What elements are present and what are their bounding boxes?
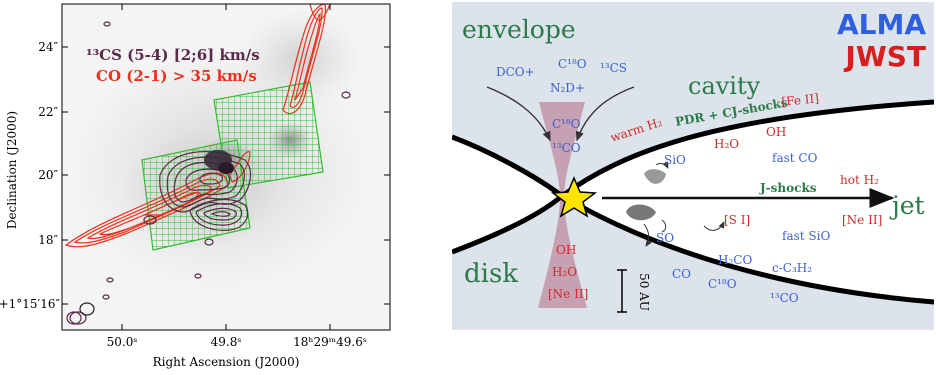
molecule-label: H₂CO — [718, 253, 752, 267]
dense-core — [204, 150, 234, 174]
ytick-label: 22″ — [38, 105, 58, 119]
molecule-label: CO — [672, 267, 691, 281]
dust-grain-left — [626, 204, 656, 221]
disk-wall-lower — [451, 194, 564, 255]
desorption-arrow-top — [655, 161, 669, 169]
desorption-arrow-so — [643, 223, 652, 247]
molecule-label: H₂O — [714, 137, 739, 151]
xtick-label: 49.8ˢ — [211, 335, 242, 349]
dust-grain-right — [661, 219, 667, 233]
axis-ticks — [62, 4, 390, 330]
scale-label: 50 AU — [637, 273, 651, 311]
molecule-label: fast SiO — [782, 229, 830, 243]
map-figure: ¹³CS (5-4) [2;6] km/s CO (2-1) > 35 km/s… — [0, 0, 400, 371]
dust-grain-top — [644, 169, 666, 184]
x-axis-label: Right Ascension (J2000) — [153, 355, 300, 369]
cavity-wall-upper — [560, 99, 935, 199]
map-svg: ¹³CS (5-4) [2;6] km/s CO (2-1) > 35 km/s… — [0, 3, 391, 369]
molecule-label: [S I] — [724, 213, 750, 227]
schematic-svg: 50 AU ALMA JWST envelope cavity disk jet… — [451, 2, 935, 330]
disk-label: disk — [464, 259, 518, 289]
molecule-label: [Ne II] — [842, 213, 882, 227]
jet-label: jet — [889, 191, 925, 220]
ytick-label: +1°15′16″ — [0, 297, 61, 311]
molecule-label: C¹⁸O — [708, 277, 737, 291]
molecule-label: OH — [556, 243, 576, 257]
molecule-label: C¹⁸O — [558, 57, 587, 71]
molecule-label: SO — [656, 231, 674, 245]
disk-wall-upper — [451, 134, 564, 198]
molecule-label: ¹³CS — [600, 61, 627, 75]
ytick-label: 24″ — [38, 40, 58, 54]
molecule-label: SiO — [664, 153, 686, 167]
desorption-arrow-si — [703, 221, 725, 231]
schematic-figure: 50 AU ALMA JWST envelope cavity disk jet… — [451, 2, 935, 330]
protostar-star-icon — [550, 176, 598, 218]
process-label: J-shocks — [759, 181, 817, 195]
y-axis-label: Declination (J2000) — [5, 111, 19, 229]
molecule-label: ¹³CO — [552, 141, 581, 155]
envelope-label: envelope — [462, 15, 576, 44]
hourglass-envelope — [538, 102, 587, 308]
molecule-label: H₂O — [552, 265, 577, 279]
co-beam — [79, 302, 95, 316]
ytick-label: 20″ — [38, 168, 58, 182]
legend-cs: ¹³CS (5-4) [2;6] km/s — [86, 46, 260, 64]
infall-arrow-left — [486, 86, 551, 142]
molecule-label: C¹⁸O — [552, 117, 581, 131]
ytick-label: 18″ — [38, 233, 58, 247]
molecule-label: c-C₃H₂ — [772, 261, 812, 275]
alma-title: ALMA — [837, 8, 926, 41]
legend-co: CO (2-1) > 35 km/s — [96, 67, 257, 85]
cavity-label: cavity — [688, 72, 761, 100]
molecule-label: hot H₂ — [840, 173, 879, 187]
molecule-label: OH — [766, 125, 786, 139]
cs-beam — [66, 311, 82, 325]
molecule-label: ¹³CO — [770, 291, 799, 305]
molecule-label: [Ne II] — [548, 287, 588, 301]
jwst-title: JWST — [843, 40, 926, 73]
xtick-label: 18ʰ29ᵐ49.6ˢ — [293, 335, 367, 349]
outflow-cavity — [562, 102, 934, 302]
molecule-label: fast CO — [772, 151, 818, 165]
xtick-label: 50.0ˢ — [107, 335, 138, 349]
cavity-wall-lower — [560, 193, 935, 305]
molecule-label: [Fe II] — [781, 91, 820, 109]
disk-region — [452, 137, 562, 252]
molecule-label: N₂D+ — [550, 81, 585, 95]
infall-arrow-right — [575, 86, 635, 142]
molecule-label: DCO+ — [496, 65, 535, 79]
